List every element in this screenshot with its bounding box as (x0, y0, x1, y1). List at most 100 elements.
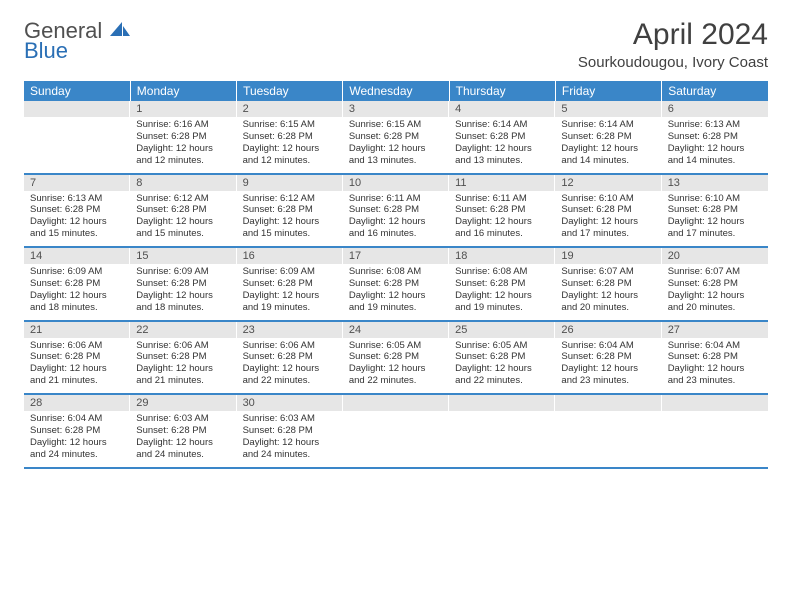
day-info-line: and 24 minutes. (30, 449, 124, 461)
day-number: 8 (130, 175, 236, 191)
day-info-line: and 15 minutes. (136, 228, 230, 240)
weekday-header: Tuesday (237, 81, 343, 101)
day-info-line: Sunset: 6:28 PM (243, 278, 337, 290)
day-body (555, 411, 661, 463)
day-info-line: Sunset: 6:28 PM (561, 131, 655, 143)
day-info-line: and 13 minutes. (455, 155, 549, 167)
day-body (662, 411, 768, 463)
day-body: Sunrise: 6:07 AMSunset: 6:28 PMDaylight:… (662, 264, 768, 320)
day-info-line: Sunset: 6:28 PM (136, 425, 230, 437)
day-info-line: Daylight: 12 hours (668, 290, 762, 302)
calendar-day-cell: 18Sunrise: 6:08 AMSunset: 6:28 PMDayligh… (449, 247, 555, 321)
day-info-line: Daylight: 12 hours (136, 216, 230, 228)
weekday-header: Friday (555, 81, 661, 101)
day-number: 29 (130, 395, 236, 411)
day-number: 6 (662, 101, 768, 117)
day-number: 12 (555, 175, 661, 191)
calendar-day-cell: 21Sunrise: 6:06 AMSunset: 6:28 PMDayligh… (24, 321, 130, 395)
day-number: 11 (449, 175, 555, 191)
day-info-line: Sunrise: 6:10 AM (561, 193, 655, 205)
calendar-day-cell: 27Sunrise: 6:04 AMSunset: 6:28 PMDayligh… (662, 321, 768, 395)
calendar-day-cell: 23Sunrise: 6:06 AMSunset: 6:28 PMDayligh… (237, 321, 343, 395)
calendar-day-cell: 17Sunrise: 6:08 AMSunset: 6:28 PMDayligh… (343, 247, 449, 321)
day-body: Sunrise: 6:06 AMSunset: 6:28 PMDaylight:… (130, 338, 236, 394)
day-info-line: and 21 minutes. (30, 375, 124, 387)
calendar-page: General Blue April 2024 Sourkoudougou, I… (0, 0, 792, 479)
day-info-line: Sunset: 6:28 PM (243, 131, 337, 143)
day-body: Sunrise: 6:03 AMSunset: 6:28 PMDaylight:… (237, 411, 343, 467)
day-number: 4 (449, 101, 555, 117)
day-info-line: Sunrise: 6:07 AM (668, 266, 762, 278)
calendar-day-cell: 15Sunrise: 6:09 AMSunset: 6:28 PMDayligh… (130, 247, 236, 321)
day-info-line: and 19 minutes. (243, 302, 337, 314)
calendar-week-row: 1Sunrise: 6:16 AMSunset: 6:28 PMDaylight… (24, 101, 768, 174)
day-info-line: Sunset: 6:28 PM (668, 131, 762, 143)
day-number: 21 (24, 322, 130, 338)
day-info-line: Sunset: 6:28 PM (668, 278, 762, 290)
calendar-week-row: 7Sunrise: 6:13 AMSunset: 6:28 PMDaylight… (24, 174, 768, 248)
day-number: 1 (130, 101, 236, 117)
day-info-line: Sunset: 6:28 PM (349, 351, 443, 363)
day-info-line: Sunset: 6:28 PM (455, 131, 549, 143)
day-number: 27 (662, 322, 768, 338)
day-info-line: Sunrise: 6:13 AM (30, 193, 124, 205)
day-body: Sunrise: 6:10 AMSunset: 6:28 PMDaylight:… (662, 191, 768, 247)
day-info-line: Sunrise: 6:14 AM (561, 119, 655, 131)
day-info-line: Daylight: 12 hours (668, 216, 762, 228)
day-number: 5 (555, 101, 661, 117)
day-info-line: Sunrise: 6:04 AM (561, 340, 655, 352)
day-info-line: and 24 minutes. (136, 449, 230, 461)
calendar-day-cell: 26Sunrise: 6:04 AMSunset: 6:28 PMDayligh… (555, 321, 661, 395)
day-number: 2 (237, 101, 343, 117)
day-number: 14 (24, 248, 130, 264)
day-info-line: Daylight: 12 hours (349, 216, 443, 228)
day-info-line: Daylight: 12 hours (136, 437, 230, 449)
calendar-day-cell: 7Sunrise: 6:13 AMSunset: 6:28 PMDaylight… (24, 174, 130, 248)
day-info-line: and 21 minutes. (136, 375, 230, 387)
weekday-header: Monday (130, 81, 236, 101)
calendar-day-cell (662, 394, 768, 468)
day-info-line: Sunset: 6:28 PM (561, 204, 655, 216)
calendar-day-cell: 1Sunrise: 6:16 AMSunset: 6:28 PMDaylight… (130, 101, 236, 174)
day-number (343, 395, 449, 411)
brand-logo: General Blue (24, 18, 130, 62)
day-info-line: Daylight: 12 hours (561, 143, 655, 155)
day-body (343, 411, 449, 463)
day-body: Sunrise: 6:13 AMSunset: 6:28 PMDaylight:… (662, 117, 768, 173)
location-text: Sourkoudougou, Ivory Coast (578, 54, 768, 71)
day-info-line: Sunset: 6:28 PM (349, 278, 443, 290)
day-body: Sunrise: 6:12 AMSunset: 6:28 PMDaylight:… (130, 191, 236, 247)
day-info-line: Daylight: 12 hours (349, 143, 443, 155)
sail-icon (110, 20, 130, 42)
calendar-day-cell: 25Sunrise: 6:05 AMSunset: 6:28 PMDayligh… (449, 321, 555, 395)
calendar-day-cell: 19Sunrise: 6:07 AMSunset: 6:28 PMDayligh… (555, 247, 661, 321)
day-info-line: Daylight: 12 hours (30, 290, 124, 302)
day-info-line: Sunset: 6:28 PM (349, 204, 443, 216)
day-info-line: Sunrise: 6:06 AM (136, 340, 230, 352)
calendar-day-cell (24, 101, 130, 174)
calendar-day-cell: 4Sunrise: 6:14 AMSunset: 6:28 PMDaylight… (449, 101, 555, 174)
day-info-line: and 15 minutes. (243, 228, 337, 240)
day-number: 17 (343, 248, 449, 264)
day-info-line: Sunset: 6:28 PM (243, 351, 337, 363)
day-body: Sunrise: 6:11 AMSunset: 6:28 PMDaylight:… (449, 191, 555, 247)
weekday-header-row: Sunday Monday Tuesday Wednesday Thursday… (24, 81, 768, 101)
day-info-line: Sunset: 6:28 PM (349, 131, 443, 143)
day-body: Sunrise: 6:05 AMSunset: 6:28 PMDaylight:… (343, 338, 449, 394)
day-info-line: Sunrise: 6:09 AM (243, 266, 337, 278)
day-body: Sunrise: 6:03 AMSunset: 6:28 PMDaylight:… (130, 411, 236, 467)
calendar-day-cell: 29Sunrise: 6:03 AMSunset: 6:28 PMDayligh… (130, 394, 236, 468)
day-number (449, 395, 555, 411)
day-info-line: Sunrise: 6:09 AM (136, 266, 230, 278)
day-info-line: and 13 minutes. (349, 155, 443, 167)
day-info-line: Sunset: 6:28 PM (561, 351, 655, 363)
calendar-day-cell: 16Sunrise: 6:09 AMSunset: 6:28 PMDayligh… (237, 247, 343, 321)
day-info-line: Sunset: 6:28 PM (30, 351, 124, 363)
day-info-line: Sunset: 6:28 PM (668, 351, 762, 363)
day-info-line: Sunrise: 6:11 AM (349, 193, 443, 205)
day-body: Sunrise: 6:12 AMSunset: 6:28 PMDaylight:… (237, 191, 343, 247)
day-info-line: Daylight: 12 hours (243, 216, 337, 228)
day-info-line: Sunset: 6:28 PM (668, 204, 762, 216)
day-body: Sunrise: 6:09 AMSunset: 6:28 PMDaylight:… (130, 264, 236, 320)
calendar-day-cell: 2Sunrise: 6:15 AMSunset: 6:28 PMDaylight… (237, 101, 343, 174)
